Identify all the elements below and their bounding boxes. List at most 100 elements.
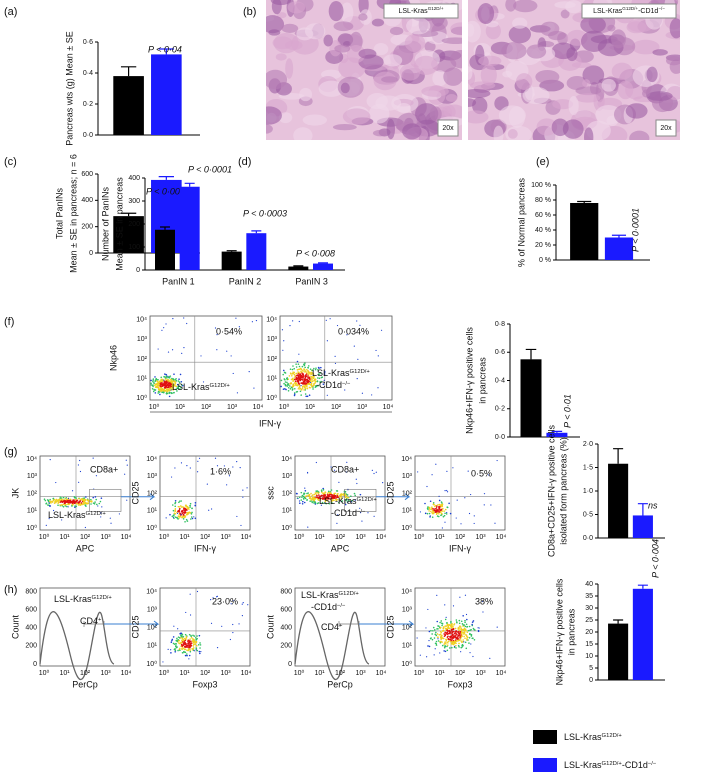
event-dot — [168, 376, 171, 379]
event-dot — [176, 512, 179, 514]
event-dot — [289, 382, 291, 385]
event-dot — [200, 651, 202, 653]
event-dot — [298, 353, 300, 355]
event-dot — [496, 626, 498, 628]
tissue-cell — [468, 88, 491, 99]
event-dot — [292, 320, 294, 322]
event-dot — [86, 502, 88, 505]
magnification-box — [655, 119, 677, 137]
tissue-cell — [468, 20, 481, 43]
event-dot — [444, 512, 446, 515]
event-dot — [426, 656, 428, 658]
bar — [546, 432, 568, 437]
event-dot — [432, 629, 434, 632]
event-dot — [460, 620, 463, 623]
tissue-cell — [287, 1, 306, 14]
event-dot — [438, 513, 440, 515]
event-dot — [314, 378, 317, 381]
event-dot — [230, 603, 232, 605]
event-dot — [292, 380, 294, 382]
event-dot — [443, 635, 446, 637]
event-dot — [83, 499, 86, 502]
event-dot — [303, 371, 305, 373]
event-dot — [189, 502, 192, 505]
event-dot — [291, 377, 294, 380]
event-dot — [98, 502, 101, 505]
y-tick-label: 40 — [585, 581, 593, 588]
legend-label-part: G12D/+ — [602, 733, 623, 739]
error-bar — [525, 348, 537, 360]
x-tick-label: 10² — [200, 534, 211, 541]
y-tick-label: 10³ — [402, 606, 413, 613]
tissue-cell — [652, 49, 668, 56]
event-dot — [459, 632, 461, 635]
event-dot — [175, 642, 177, 645]
error-bar — [120, 212, 137, 217]
event-dot — [439, 630, 442, 633]
event-dot — [444, 490, 446, 492]
bar — [246, 233, 267, 270]
event-dot — [443, 646, 446, 649]
event-dot — [435, 640, 438, 643]
event-dot — [160, 388, 163, 391]
y-tick-label: 300 — [128, 198, 140, 205]
event-dot — [57, 504, 59, 507]
event-dot — [299, 387, 302, 390]
event-dot — [451, 623, 453, 625]
event-dot — [310, 383, 312, 386]
event-dot — [232, 623, 234, 626]
event-dot — [187, 644, 189, 647]
event-dot — [94, 496, 97, 498]
event-dot — [174, 510, 176, 513]
tissue-cell — [629, 130, 650, 140]
tissue-cell — [478, 55, 502, 67]
event-dot — [78, 481, 80, 483]
event-dot — [315, 367, 317, 369]
tissue-cell — [575, 93, 601, 103]
event-dot — [303, 382, 305, 385]
event-dot — [441, 510, 444, 512]
event-dot — [165, 373, 168, 376]
tissue-cell — [468, 66, 473, 80]
event-dot — [430, 510, 432, 513]
event-dot — [438, 511, 440, 513]
event-dot — [315, 493, 318, 496]
y-tick-label: 200 — [128, 221, 140, 228]
y-axis-label: in pancreas — [477, 357, 487, 404]
event-dot — [431, 516, 434, 519]
event-dot — [177, 385, 179, 388]
event-dot — [309, 500, 311, 503]
event-dot — [439, 652, 441, 654]
tissue-cell — [551, 42, 576, 60]
y-tick-label: 0·2 — [83, 101, 93, 108]
event-dot — [447, 625, 450, 628]
event-dot — [194, 636, 197, 639]
event-dot — [303, 496, 306, 499]
event-dot — [299, 376, 301, 378]
event-dot — [340, 496, 343, 499]
event-dot — [169, 378, 172, 381]
event-dot — [181, 516, 183, 519]
event-dot — [95, 475, 98, 477]
x-tick-label: 10³ — [100, 670, 111, 677]
event-dot — [154, 389, 156, 392]
event-dot — [359, 493, 362, 496]
event-dot — [288, 375, 291, 377]
event-dot — [444, 604, 446, 606]
event-dot — [446, 512, 448, 514]
event-dot — [465, 623, 468, 626]
image-caption-part: LSL-Kras — [399, 8, 429, 15]
x-tick-label: 10⁴ — [383, 404, 394, 411]
y-tick-label: 0·6 — [495, 349, 505, 356]
event-dot — [179, 632, 181, 635]
x-tick-label: 10⁰ — [279, 403, 290, 411]
bar — [632, 588, 653, 680]
event-dot — [169, 391, 171, 394]
tissue-cell — [266, 124, 273, 134]
event-dot — [60, 504, 63, 506]
event-dot — [306, 395, 309, 398]
event-dot — [319, 499, 322, 501]
event-dot — [190, 635, 192, 638]
event-dot — [93, 502, 96, 505]
event-dot — [434, 642, 437, 645]
